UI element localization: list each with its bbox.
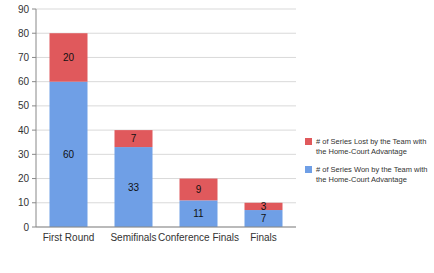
data-label: 20 xyxy=(63,52,75,63)
y-tick-label: 60 xyxy=(18,76,30,87)
y-tick-label: 90 xyxy=(18,4,30,15)
data-label: 60 xyxy=(63,149,75,160)
label-line: # of Series Lost by the Team with xyxy=(316,137,428,146)
bar-segment xyxy=(115,130,153,147)
data-label: 3 xyxy=(261,201,267,212)
label-line: the Home-Court Advantage xyxy=(316,147,407,156)
y-tick xyxy=(32,9,36,10)
x-axis xyxy=(36,227,296,228)
y-tick xyxy=(32,33,36,34)
y-tick-label: 40 xyxy=(18,125,30,136)
legend-swatch xyxy=(305,166,312,173)
legend-swatch xyxy=(305,138,312,145)
y-tick xyxy=(32,178,36,179)
x-tick-label: Conference Finals xyxy=(158,232,239,243)
label-line: # of Series Won by the Team with xyxy=(316,165,430,174)
grid-line xyxy=(36,227,296,228)
data-label: 9 xyxy=(196,184,202,195)
x-tick-label: Finals xyxy=(250,232,277,243)
legend-label: # of Series Lost by the Team with the Ho… xyxy=(316,137,428,156)
x-tick-label: First Round xyxy=(43,232,95,243)
bar-segment xyxy=(180,200,218,227)
y-tick-label: 70 xyxy=(18,52,30,63)
y-tick xyxy=(32,154,36,155)
y-tick xyxy=(32,105,36,106)
y-tick-label: 30 xyxy=(18,149,30,160)
y-tick xyxy=(32,202,36,203)
data-label: 7 xyxy=(131,133,137,144)
bar-segment xyxy=(50,82,88,227)
data-label: 7 xyxy=(261,213,267,224)
y-tick xyxy=(32,227,36,228)
bar-segment xyxy=(180,179,218,201)
grid-line xyxy=(36,9,296,10)
y-tick-label: 10 xyxy=(18,197,30,208)
bars xyxy=(50,33,283,227)
y-tick-label: 20 xyxy=(18,173,30,184)
x-tick-label: Semifinals xyxy=(110,232,156,243)
data-label: 11 xyxy=(193,208,204,219)
y-tick-label: 50 xyxy=(18,100,30,111)
y-axis xyxy=(36,9,37,227)
bar-segment xyxy=(115,147,153,227)
chart: 0 10 20 30 40 50 60 70 80 90 60 33 11 7 20 7 9 3 First Rou… xyxy=(0,0,434,273)
bar-segment xyxy=(50,33,88,81)
label-line: the Home-Court Advantage xyxy=(316,175,407,184)
background xyxy=(0,0,434,273)
y-tick xyxy=(32,81,36,82)
y-tick xyxy=(32,130,36,131)
data-label: 33 xyxy=(128,182,140,193)
bar-segment xyxy=(245,210,283,227)
y-tick-label: 80 xyxy=(18,28,30,39)
y-tick xyxy=(32,57,36,58)
legend-label: # of Series Won by the Team with the Hom… xyxy=(316,165,430,184)
y-tick-label: 0 xyxy=(23,222,29,233)
